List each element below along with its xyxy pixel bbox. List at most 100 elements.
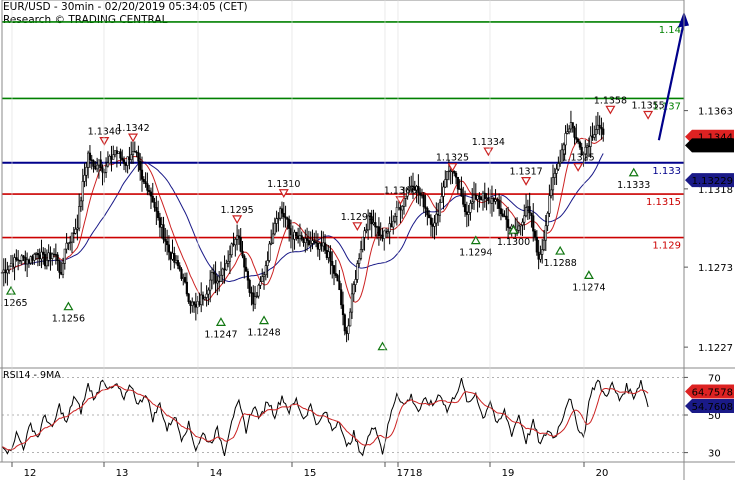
candle-body xyxy=(550,189,553,196)
candle-body xyxy=(268,243,271,261)
candle-body xyxy=(33,254,36,261)
swing-low-label: 1.1274 xyxy=(572,282,605,293)
candle-body xyxy=(56,254,59,262)
candle-body xyxy=(85,166,88,176)
swing-low-label: 1.1256 xyxy=(52,314,85,325)
candle-body xyxy=(589,135,592,147)
candle-body xyxy=(577,138,580,143)
candle-body xyxy=(437,213,440,216)
candle-body xyxy=(300,235,303,240)
candle-body xyxy=(523,215,526,223)
swing-high-label: 1.1358 xyxy=(594,95,627,106)
candle-body xyxy=(537,251,540,260)
candle-body xyxy=(445,171,449,180)
price-tick-label: 1.1318 xyxy=(698,185,733,196)
candle-body xyxy=(187,293,190,302)
support-2-label: 1.129 xyxy=(652,241,681,252)
swing-high-label: 1.1334 xyxy=(472,137,505,148)
candle-body xyxy=(266,260,269,266)
candle-body xyxy=(81,181,84,202)
candle-body xyxy=(600,127,603,130)
candle-body xyxy=(478,195,481,198)
rsi-ma-line xyxy=(1,384,649,451)
candle-body xyxy=(438,202,442,216)
candle-body xyxy=(519,224,522,227)
time-tick-label: 18 xyxy=(410,468,423,479)
candle-body xyxy=(210,272,214,281)
candle-body xyxy=(331,261,334,266)
candle-body xyxy=(209,279,212,291)
candle-body xyxy=(388,223,391,233)
swing-low-label: 1.1247 xyxy=(204,329,237,340)
candle-body xyxy=(591,135,594,138)
candle-body xyxy=(191,301,194,306)
candle-body xyxy=(447,170,450,173)
swing-high-marker xyxy=(232,215,243,225)
candle-body xyxy=(115,150,118,154)
candle-body xyxy=(302,238,305,243)
candle-body xyxy=(133,151,136,153)
candle-body xyxy=(27,259,31,264)
candle-body xyxy=(431,224,434,227)
candle-body xyxy=(571,122,574,129)
candle-body xyxy=(87,152,90,168)
candle-body xyxy=(551,177,555,191)
candle-body xyxy=(429,217,433,225)
candle-body xyxy=(239,237,242,252)
time-tick-label: 12 xyxy=(24,468,37,479)
swing-low-marker xyxy=(583,270,594,279)
candle-body xyxy=(83,174,86,182)
candle-body xyxy=(183,277,187,283)
candle-body xyxy=(498,200,501,209)
candle-body xyxy=(528,206,531,214)
candle-body xyxy=(539,254,542,260)
candle-body xyxy=(381,234,384,239)
candle-body xyxy=(404,195,407,199)
price-tick-label: 1.1227 xyxy=(698,343,733,354)
candle-body xyxy=(401,205,404,211)
candle-body xyxy=(454,172,458,178)
candle-body xyxy=(151,195,154,203)
pivot-price-badge-shape xyxy=(685,173,734,188)
candle-body xyxy=(112,154,115,160)
candle-body xyxy=(158,217,162,228)
candle-body xyxy=(277,217,280,220)
candle-body xyxy=(449,170,452,172)
candle-body xyxy=(26,259,29,265)
candle-body xyxy=(72,232,75,235)
candle-body xyxy=(546,212,549,227)
candle-body xyxy=(417,186,420,194)
candle-body xyxy=(9,263,13,267)
candle-body xyxy=(311,240,314,244)
candle-body xyxy=(284,216,287,219)
time-tick-label: 19 xyxy=(502,468,515,479)
swing-low-label: 1.1265 xyxy=(0,298,28,309)
candle-body xyxy=(521,221,524,226)
slow-moving-average-line xyxy=(1,153,604,283)
candle-body xyxy=(499,208,503,215)
current-price-badge-shape xyxy=(685,138,734,153)
candle-body xyxy=(20,255,23,261)
swing-high-label: 1.1291 xyxy=(341,212,374,223)
candle-body xyxy=(375,226,379,228)
candle-body xyxy=(221,268,224,276)
candle-body xyxy=(314,241,318,244)
candle-body xyxy=(223,268,226,271)
candle-body xyxy=(419,192,422,196)
candle-body xyxy=(569,122,573,130)
rsi-line xyxy=(1,377,649,457)
candle-body xyxy=(130,154,133,160)
candle-body xyxy=(560,149,564,163)
candle-body xyxy=(31,256,34,261)
candle-body xyxy=(505,215,508,220)
candle-body xyxy=(29,256,32,264)
candle-body xyxy=(92,160,95,167)
candle-body xyxy=(304,238,307,243)
candle-body xyxy=(275,218,278,224)
candle-body xyxy=(578,141,582,148)
candle-body xyxy=(379,234,382,237)
candle-body xyxy=(584,146,587,155)
candle-body xyxy=(101,167,104,173)
swing-high-marker xyxy=(278,189,289,198)
swing-high-label: 1.1306 xyxy=(384,186,417,197)
